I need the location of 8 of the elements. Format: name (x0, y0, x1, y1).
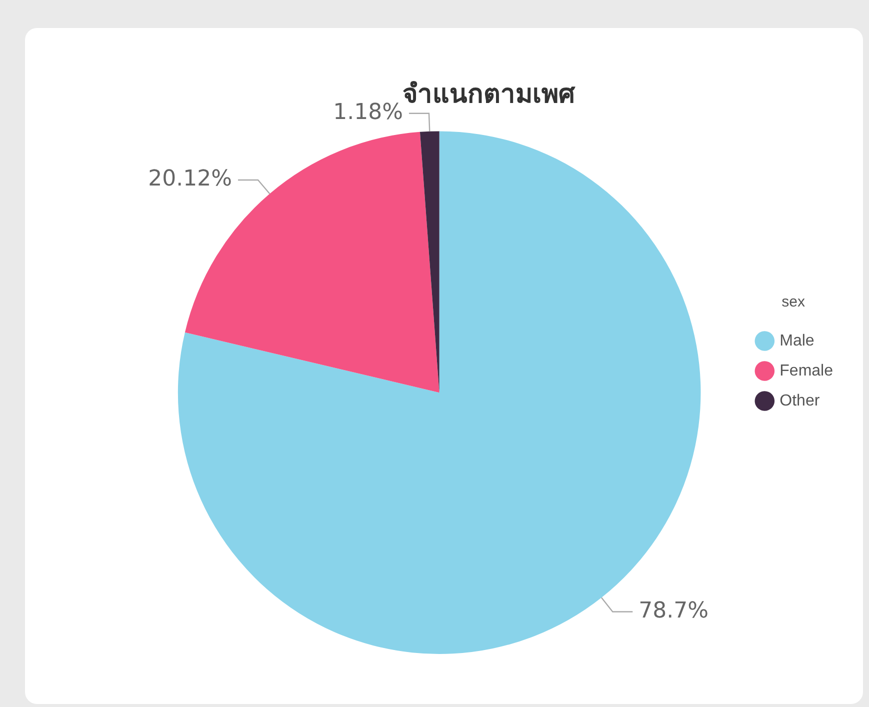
legend-label: Female (780, 362, 834, 380)
chart-title: จำแนกตามเพศ (402, 79, 576, 110)
legend-title: sex (782, 294, 806, 311)
legend-label: Male (780, 332, 814, 350)
data-label: 1.18% (333, 100, 403, 126)
legend-label: Other (780, 392, 820, 410)
data-label: 20.12% (148, 166, 232, 192)
data-label: 78.7% (638, 598, 709, 624)
